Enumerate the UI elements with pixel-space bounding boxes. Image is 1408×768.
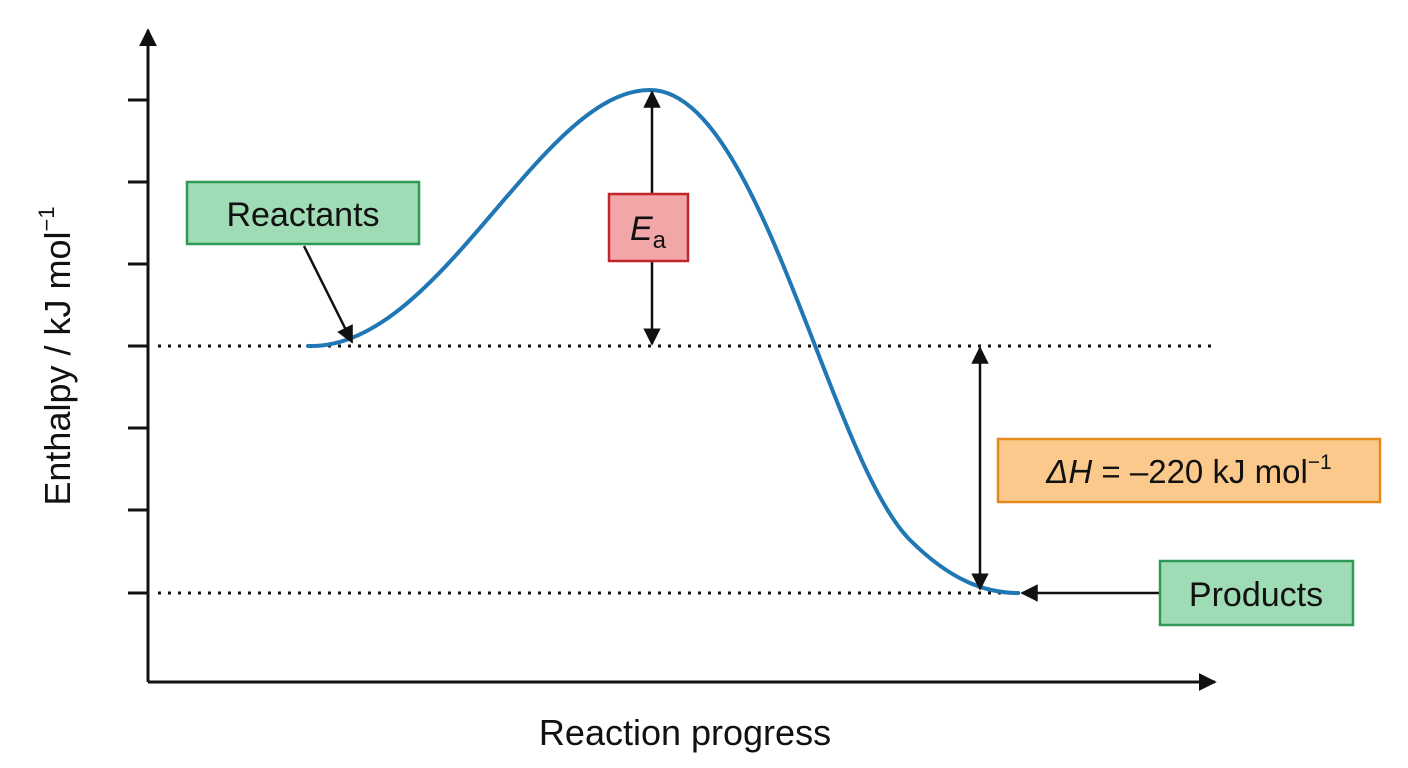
y-axis-label-main: Enthalpy / kJ mol	[37, 231, 78, 505]
products-label: Products	[1158, 559, 1355, 627]
products-text: Products	[1189, 576, 1323, 614]
dh-label: ΔH = –220 kJ mol−1	[996, 437, 1382, 504]
reactants-pointer-arrow	[302, 245, 354, 344]
reactants-text: Reactants	[226, 196, 379, 234]
y-axis-label-sup: −1	[34, 206, 59, 231]
ea-subscript: a	[653, 227, 667, 254]
dh-text: ΔH = –220 kJ mol−1	[1045, 451, 1331, 490]
ea-symbol: E	[630, 210, 653, 248]
ea-text: Ea	[630, 210, 667, 254]
dh-superscript: −1	[1308, 451, 1332, 474]
reactants-box	[185, 180, 421, 246]
ea-box	[607, 192, 690, 263]
dh-value: = –220 kJ mol	[1092, 453, 1308, 490]
dh-symbol: ΔH	[1045, 453, 1092, 490]
y-axis-label: Enthalpy / kJ mol−1	[34, 206, 78, 505]
x-axis-label: Reaction progress	[539, 712, 831, 753]
reactants-label: Reactants	[185, 180, 421, 246]
ea-label: Ea	[607, 192, 690, 263]
products-box	[1158, 559, 1355, 627]
dh-box	[996, 437, 1382, 504]
reaction-energy-curve	[306, 87, 1020, 595]
